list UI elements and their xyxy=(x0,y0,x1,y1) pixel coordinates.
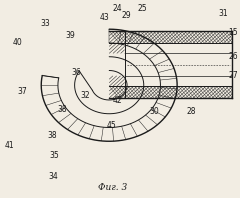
Text: 25: 25 xyxy=(138,4,147,13)
Text: 24: 24 xyxy=(113,4,122,13)
Text: 33: 33 xyxy=(40,19,50,28)
Text: 35: 35 xyxy=(49,150,59,160)
Text: 32: 32 xyxy=(81,90,90,100)
Text: 31: 31 xyxy=(219,9,228,18)
Text: 37: 37 xyxy=(17,87,27,96)
Text: 41: 41 xyxy=(4,141,14,150)
Text: 45: 45 xyxy=(107,121,116,130)
Text: 15: 15 xyxy=(228,28,238,37)
Text: 34: 34 xyxy=(48,172,58,181)
Text: 26: 26 xyxy=(228,52,238,61)
Text: 36: 36 xyxy=(71,68,81,77)
Text: 43: 43 xyxy=(100,13,109,22)
Text: 27: 27 xyxy=(228,71,238,80)
Text: 30: 30 xyxy=(150,107,159,116)
Text: 38: 38 xyxy=(58,105,67,114)
Text: 40: 40 xyxy=(12,38,22,48)
Text: 28: 28 xyxy=(187,107,196,116)
Text: 39: 39 xyxy=(65,31,75,40)
Text: 42: 42 xyxy=(113,96,122,106)
Text: Фиг. 3: Фиг. 3 xyxy=(98,183,127,192)
Text: 29: 29 xyxy=(121,11,131,20)
Text: 38: 38 xyxy=(47,131,57,140)
